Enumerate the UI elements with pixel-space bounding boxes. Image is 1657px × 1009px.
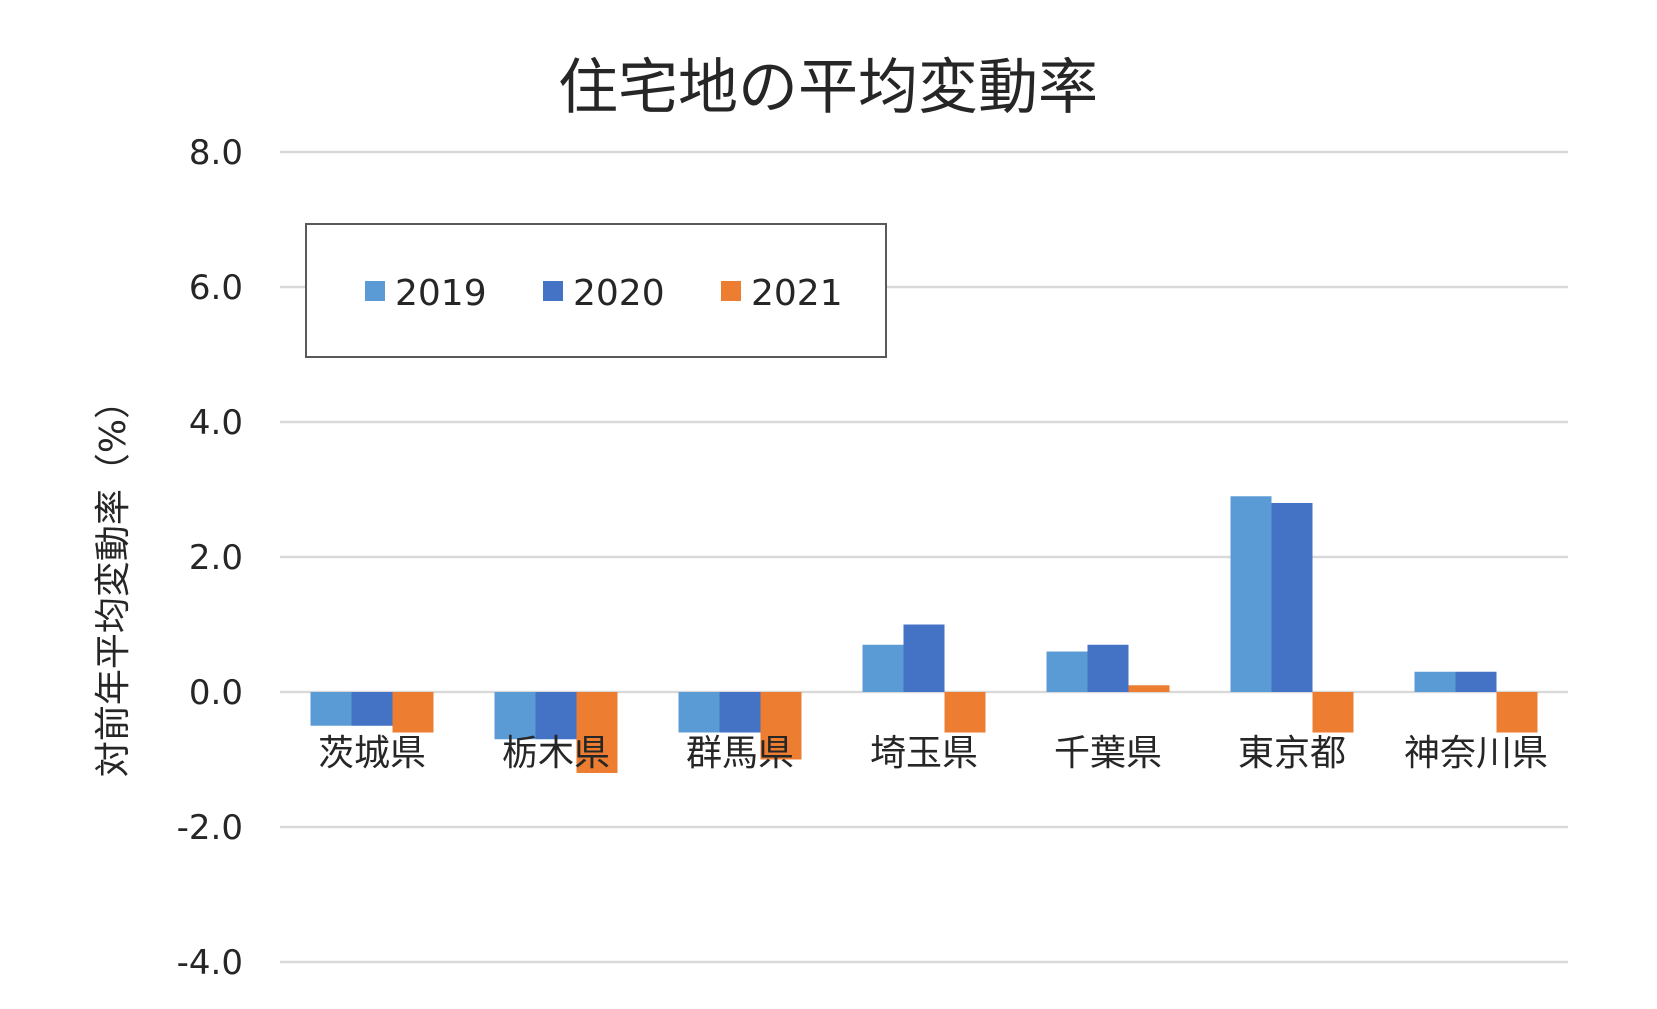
- x-category-label: 神奈川県: [1404, 733, 1548, 774]
- y-tick-label: -2.0: [177, 808, 243, 848]
- bar-2021-茨城県: [392, 692, 434, 733]
- bar-2021-千葉県: [1128, 685, 1170, 692]
- x-axis-categories: 茨城県 栃木県 群馬県 埼玉県 千葉県 東京都 神奈川県: [318, 733, 1548, 774]
- legend-swatch-2019: [365, 281, 385, 301]
- bar-2019-千葉県: [1046, 651, 1088, 692]
- bar-2020-千葉県: [1087, 644, 1129, 692]
- x-category-label: 栃木県: [502, 733, 610, 774]
- bar-2019-群馬県: [678, 692, 720, 733]
- bar-2019-埼玉県: [862, 644, 904, 692]
- x-category-label: 東京都: [1238, 733, 1346, 774]
- legend-label: 2019: [395, 273, 487, 314]
- x-category-label: 埼玉県: [870, 733, 978, 774]
- bar-2019-茨城県: [310, 692, 352, 726]
- bar-2020-群馬県: [719, 692, 761, 733]
- y-tick-label: 6.0: [189, 268, 243, 308]
- bar-2021-群馬県: [760, 692, 802, 760]
- bar-2020-栃木県: [535, 692, 577, 740]
- bar-2020-埼玉県: [903, 624, 945, 692]
- bar-2019-栃木県: [494, 692, 536, 740]
- y-tick-label: 4.0: [189, 403, 243, 443]
- bar-2019-神奈川県: [1414, 671, 1456, 692]
- legend-swatch-2020: [543, 281, 563, 301]
- x-category-label: 茨城県: [318, 733, 426, 774]
- legend-label: 2020: [573, 273, 665, 314]
- bar-2020-東京都: [1271, 503, 1313, 692]
- bar-2020-神奈川県: [1455, 671, 1497, 692]
- bar-2019-東京都: [1230, 496, 1272, 692]
- legend-label: 2021: [751, 273, 843, 314]
- y-axis-title: 対前年平均変動率（%）: [93, 383, 134, 777]
- y-tick-label: 2.0: [189, 538, 243, 578]
- legend-swatch-2021: [721, 281, 741, 301]
- x-category-label: 群馬県: [686, 733, 794, 774]
- bar-2021-栃木県: [576, 692, 618, 773]
- y-tick-label: -4.0: [177, 943, 243, 983]
- x-category-label: 千葉県: [1054, 733, 1162, 774]
- y-axis-ticks: 8.0 6.0 4.0 2.0 0.0 -2.0 -4.0: [177, 133, 243, 983]
- y-tick-label: 0.0: [189, 673, 243, 713]
- bar-2021-埼玉県: [944, 692, 986, 733]
- legend: 2019 2020 2021: [305, 223, 887, 358]
- y-tick-label: 8.0: [189, 133, 243, 173]
- chart-title: 住宅地の平均変動率: [558, 53, 1098, 123]
- bars: [310, 496, 1538, 773]
- bar-2021-東京都: [1312, 692, 1354, 733]
- bar-2021-神奈川県: [1496, 692, 1538, 733]
- legend-box: [305, 223, 887, 358]
- bar-2020-茨城県: [351, 692, 393, 726]
